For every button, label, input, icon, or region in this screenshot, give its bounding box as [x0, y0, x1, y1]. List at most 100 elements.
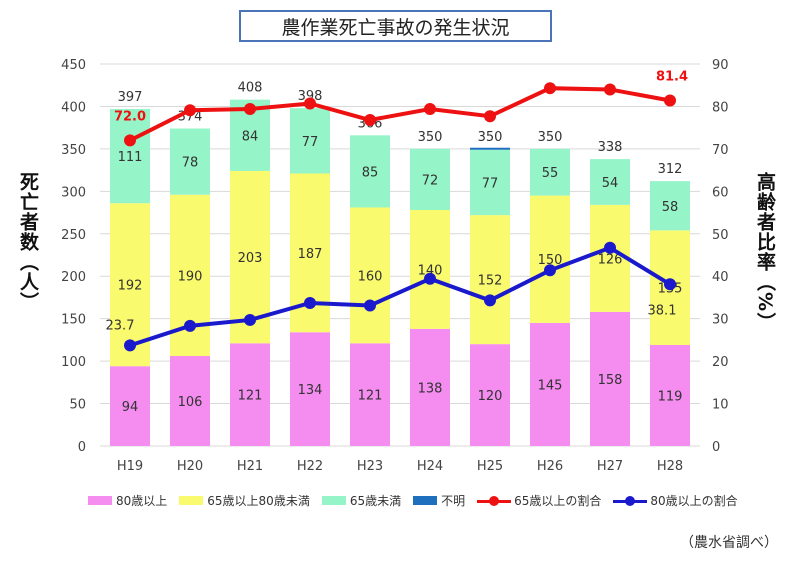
legend-label: 65歳以上80歳未満: [207, 494, 310, 508]
bar-segment: [650, 344, 690, 446]
bar-segment: [530, 195, 570, 323]
bar-value-label: 140: [418, 263, 443, 278]
y-left-tick-label: 300: [61, 185, 86, 200]
y-right-tick-label: 60: [712, 185, 729, 200]
x-tick-label: H20: [177, 459, 203, 474]
ratio-line: [129, 245, 672, 348]
bar-total-label: 408: [238, 81, 263, 96]
y-left-tick-label: 50: [69, 398, 86, 413]
ratio-point: [184, 319, 196, 332]
bar-value-label: 78: [182, 156, 199, 171]
bar-total-label: 350: [538, 130, 563, 145]
legend-label: 65歳未満: [349, 494, 402, 508]
legend-label: 65歳以上の割合: [514, 494, 602, 508]
ratio-point: [244, 102, 256, 115]
ratio-point: [484, 294, 496, 307]
y-axis-left-label: 死亡者数（人）: [17, 172, 39, 312]
bar-value-label: 54: [602, 176, 619, 191]
bar-segment: [410, 210, 450, 329]
bar-value-label: 192: [118, 279, 143, 294]
y-left-tick-label: 200: [61, 270, 86, 285]
bar-value-label: 203: [238, 251, 263, 266]
bar-segment: [530, 148, 570, 196]
bar-segment: [290, 108, 330, 174]
ratio-value-label: 81.4: [656, 70, 688, 85]
x-tick-label: H25: [477, 459, 503, 474]
bar-value-label: 55: [542, 166, 559, 181]
bar-segment: [650, 181, 690, 231]
legend-item-80-ratio: 80歳以上の割合: [613, 492, 738, 509]
legend-swatch: [88, 496, 112, 505]
bar-value-label: 72: [422, 173, 439, 188]
bar-segment: [350, 135, 390, 208]
bar-segment: [530, 322, 570, 446]
x-tick-label: H22: [297, 459, 323, 474]
bar-value-label: 77: [482, 176, 499, 191]
ratio-point: [604, 241, 616, 254]
bar-value-label: 187: [298, 247, 323, 262]
ratio-point: [184, 104, 196, 117]
y-right-tick-label: 80: [712, 100, 729, 115]
ratio-point: [544, 264, 556, 277]
bar-segment: [470, 149, 510, 216]
bar-total-label: 312: [658, 162, 683, 177]
bar-total-label: 338: [598, 140, 623, 155]
bar-value-label: 126: [598, 252, 623, 267]
bar-segment: [470, 215, 510, 345]
bar-value-label: 150: [538, 253, 563, 268]
bar-total-label: 350: [478, 130, 503, 145]
legend: 80歳以上 65歳以上80歳未満 65歳未満 不明 65歳以上の割合 80歳以上…: [88, 492, 750, 509]
legend-line-swatch: [613, 495, 648, 507]
bar-segment: [350, 207, 390, 344]
bar-value-label: 77: [302, 135, 319, 150]
bar-value-label: 152: [478, 274, 503, 289]
bar-segment: [590, 204, 630, 312]
legend-label: 80歳以上: [116, 494, 168, 508]
legend-swatch: [321, 496, 346, 505]
legend-label: 80歳以上の割合: [650, 494, 738, 508]
ratio-point: [124, 339, 136, 352]
bar-value-label: 106: [178, 395, 203, 410]
legend-item-unknown: 不明: [413, 492, 465, 509]
ratio-point: [124, 134, 136, 147]
ratio-point: [364, 299, 376, 312]
bar-segment: [470, 344, 510, 446]
bar-segment: [170, 356, 210, 446]
bar-segment: [590, 159, 630, 205]
y-right-tick-label: 0: [712, 440, 720, 455]
bar-segment: [350, 343, 390, 446]
source-note: （農水省調べ）: [680, 535, 778, 551]
y-right-tick-label: 90: [712, 58, 729, 73]
legend-item-80-plus: 80歳以上: [88, 492, 167, 509]
legend-item-65-ratio: 65歳以上の割合: [477, 492, 601, 509]
bar-total-label: 397: [118, 90, 143, 105]
bar-value-label: 85: [362, 165, 379, 180]
x-tick-label: H21: [237, 459, 263, 474]
bar-value-label: 134: [298, 383, 323, 398]
bar-segment: [170, 128, 210, 195]
legend-swatch: [413, 496, 438, 505]
y-right-tick-label: 30: [712, 313, 729, 328]
bar-total-label: 398: [298, 89, 323, 104]
bar-value-label: 121: [358, 389, 383, 404]
ratio-point: [544, 82, 556, 95]
x-tick-label: H19: [117, 459, 143, 474]
bar-value-label: 158: [598, 373, 623, 388]
ratio-value-label: 38.1: [648, 303, 677, 318]
y-left-tick-label: 0: [78, 440, 86, 455]
bar-value-label: 58: [662, 200, 679, 215]
x-tick-label: H28: [657, 459, 683, 474]
ratio-value-label: 72.0: [114, 109, 146, 124]
ratio-value-label: 23.7: [106, 318, 135, 333]
legend-item-under-65: 65歳未満: [321, 492, 402, 509]
y-right-tick-label: 70: [712, 143, 729, 158]
bar-segment: [110, 366, 150, 446]
bar-segment: [110, 108, 150, 204]
ratio-line: [129, 86, 671, 143]
legend-line-swatch: [477, 495, 512, 507]
bar-segment: [290, 332, 330, 446]
y-left-tick-label: 250: [61, 228, 86, 243]
ratio-point: [664, 278, 676, 291]
bar-segment: [470, 147, 510, 150]
ratio-point: [244, 313, 256, 326]
